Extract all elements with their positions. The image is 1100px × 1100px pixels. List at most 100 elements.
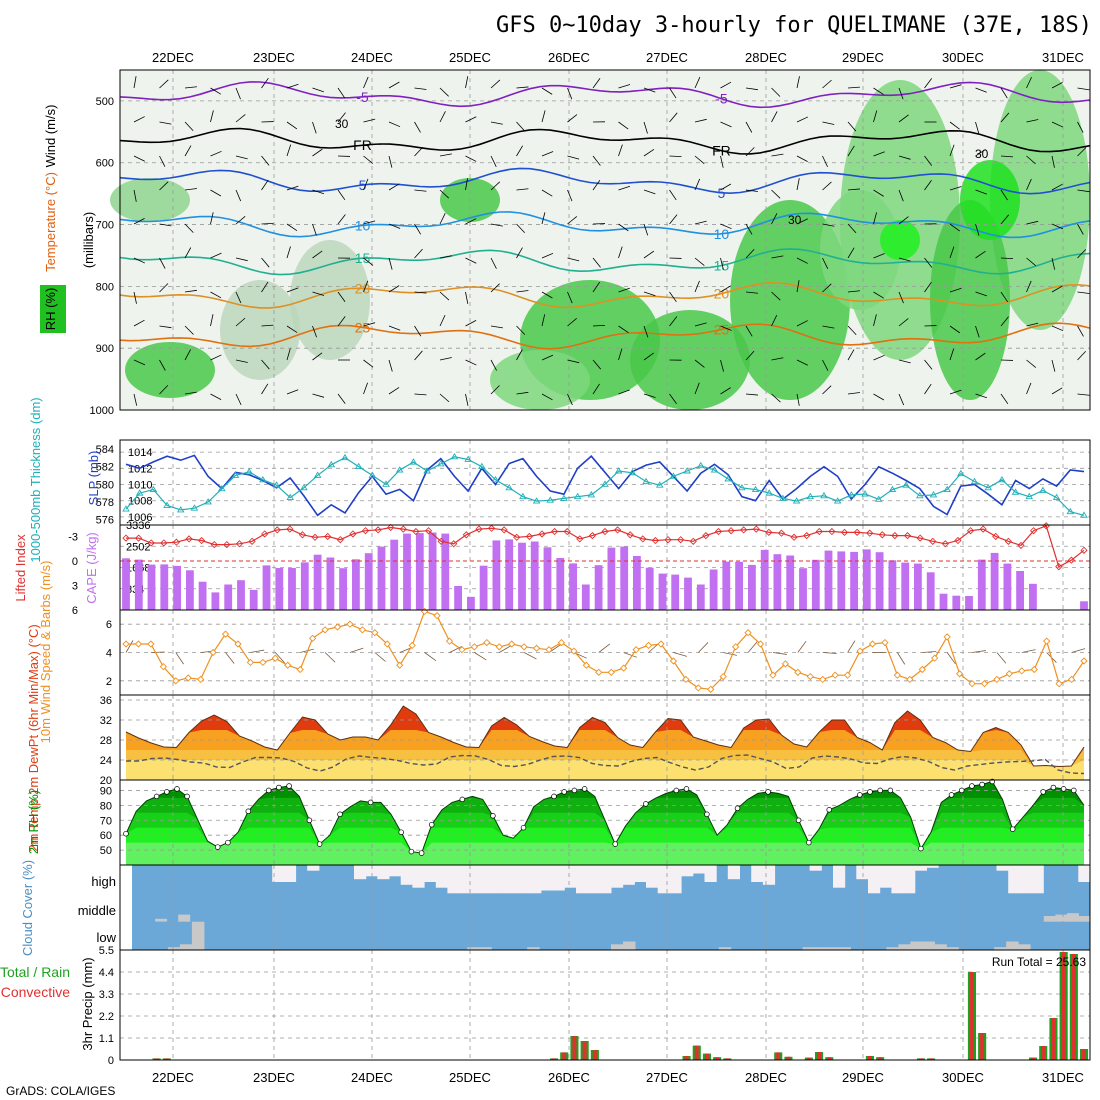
wind-barb — [669, 112, 678, 123]
cloud-high-cell — [727, 865, 740, 880]
surface-wind-barb — [324, 652, 336, 663]
wind-speed-point — [669, 657, 678, 665]
thickness-axis-label: 1000-500mb Thickness (dm) — [28, 397, 43, 562]
thickness-point — [751, 485, 760, 493]
thickness-point — [327, 460, 336, 468]
wind-barb — [184, 121, 194, 132]
wind-barb — [465, 116, 477, 123]
wind-speed-point — [806, 672, 814, 681]
wind-speed-point — [694, 684, 702, 692]
li-point — [903, 531, 912, 540]
wind-barb — [210, 354, 222, 361]
isotherm-line — [119, 167, 1091, 195]
wind-barb — [312, 189, 325, 195]
surface-wind-barb — [1021, 649, 1036, 653]
li-point — [134, 534, 143, 542]
wind-barb — [184, 325, 194, 335]
wind-barb — [363, 382, 368, 395]
wind-speed-point — [1055, 680, 1063, 688]
wind-barb — [337, 291, 346, 302]
cape-bar — [364, 553, 373, 610]
li-point — [664, 536, 672, 544]
wind-barb — [745, 223, 753, 235]
wind-barb — [873, 314, 877, 327]
rh-band-4 — [126, 842, 1084, 865]
wind-barb — [618, 246, 623, 259]
cape-bar — [492, 540, 501, 610]
slp-line — [125, 454, 1085, 517]
wind-barb — [1077, 325, 1084, 337]
thickness-point — [710, 466, 719, 473]
wind-barb — [490, 257, 497, 269]
wind-barb — [949, 246, 955, 259]
rh-point — [306, 817, 313, 824]
thickness-point — [149, 485, 158, 493]
li-point — [941, 540, 949, 548]
precip-convective-bar — [704, 1053, 709, 1060]
wind-speed-point — [1018, 667, 1026, 675]
precip-convective-bar — [929, 1058, 934, 1060]
thickness-point — [697, 461, 705, 469]
wind-barb — [210, 314, 214, 327]
thickness-point — [601, 480, 609, 487]
thickness-point — [505, 483, 513, 491]
rh-shade — [110, 178, 190, 222]
wind-barb — [975, 393, 988, 399]
wind-barb — [643, 291, 656, 297]
wind-barb — [822, 181, 832, 191]
cape-bar — [262, 565, 271, 610]
wind-barb — [567, 189, 573, 202]
wind-barb — [133, 116, 145, 123]
precip-convective-bar — [1061, 952, 1066, 1060]
surface-wind-barb — [747, 641, 758, 653]
wind-barb — [924, 180, 932, 191]
wind-barb — [337, 214, 346, 225]
li-point — [676, 536, 685, 544]
surface-wind-barb — [598, 643, 611, 653]
cape-bar — [1029, 583, 1037, 610]
cloud-high-cell — [926, 865, 939, 868]
wind-speed-point — [371, 629, 379, 637]
bottom-date-label: 22DEC — [152, 1070, 194, 1085]
surface-wind-barb — [797, 640, 807, 653]
wind-barb — [592, 359, 602, 370]
wind-barb — [592, 257, 601, 268]
thickness-point — [382, 480, 390, 487]
rh-point — [459, 796, 466, 803]
li-point — [866, 529, 874, 537]
thickness-point — [478, 462, 486, 470]
li-point — [424, 527, 433, 535]
thickness-point — [313, 471, 322, 478]
wind-barb — [1051, 183, 1063, 191]
wind-speed-point — [520, 643, 528, 651]
wind-barb — [388, 387, 400, 395]
wind-barb — [822, 283, 832, 293]
rh-point — [428, 821, 435, 828]
wind-barb — [235, 257, 248, 262]
surface-wind-barb — [723, 652, 737, 656]
precip-convective-bar — [878, 1057, 883, 1060]
rh-tick-label: 80 — [100, 800, 112, 812]
thickness-point — [655, 481, 664, 488]
wind-barb — [745, 121, 753, 133]
pressure-axis-label: (millibars) — [81, 212, 96, 268]
cape-bar — [926, 572, 935, 610]
rh-contour-label: 30 — [788, 213, 802, 227]
wind-barb — [1026, 76, 1032, 89]
surface-wind-barb — [275, 652, 285, 664]
wind-speed-point — [470, 643, 479, 651]
wind-barb — [516, 121, 525, 132]
cape-bar — [875, 552, 884, 610]
wind-barb — [873, 87, 884, 95]
cape-bar — [684, 577, 692, 610]
wind-barb — [133, 218, 145, 225]
li-point — [916, 534, 924, 542]
wind-tick-label: 6 — [106, 619, 112, 631]
cloud-low-cell — [1018, 944, 1031, 950]
wind-barb — [414, 223, 422, 235]
cape-bar — [160, 564, 169, 610]
isotherm-label: 25 — [355, 319, 371, 335]
rh-shade — [990, 70, 1090, 330]
wind-barb — [337, 316, 346, 327]
